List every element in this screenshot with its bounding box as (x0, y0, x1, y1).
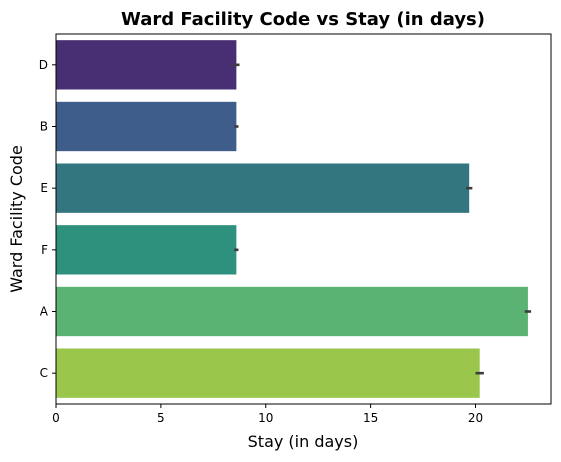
y-tick-label: A (40, 305, 49, 319)
bar-D (56, 40, 237, 90)
bar-F (56, 225, 237, 275)
x-axis-ticks: 0 5 10 15 20 (52, 404, 483, 425)
x-tick-label: 20 (468, 411, 483, 425)
bar-E (56, 163, 470, 213)
error-bars-group (233, 63, 532, 375)
bar-A (56, 286, 528, 337)
y-axis-ticks: D B E F A C (39, 58, 56, 380)
y-tick-label: F (41, 243, 48, 257)
plot-frame (55, 33, 552, 405)
chart-title: Ward Facility Code vs Stay (in days) (121, 9, 485, 30)
x-tick-label: 0 (52, 411, 60, 425)
x-tick-label: 5 (157, 411, 165, 425)
y-tick-label: C (40, 366, 48, 380)
bars-group (56, 40, 528, 398)
x-tick-label: 10 (258, 411, 273, 425)
y-tick-label: B (40, 120, 48, 134)
bar-C (56, 348, 480, 398)
x-tick-label: 15 (363, 411, 378, 425)
y-tick-label: E (40, 181, 48, 195)
y-axis-label: Ward Facility Code (7, 145, 26, 293)
x-axis-label: Stay (in days) (248, 432, 359, 451)
bar-B (56, 101, 237, 152)
y-tick-label: D (39, 58, 48, 72)
